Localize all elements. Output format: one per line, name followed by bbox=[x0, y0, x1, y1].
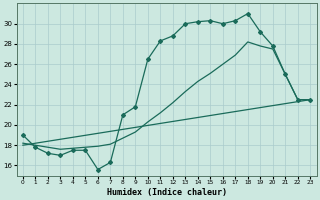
X-axis label: Humidex (Indice chaleur): Humidex (Indice chaleur) bbox=[107, 188, 227, 197]
